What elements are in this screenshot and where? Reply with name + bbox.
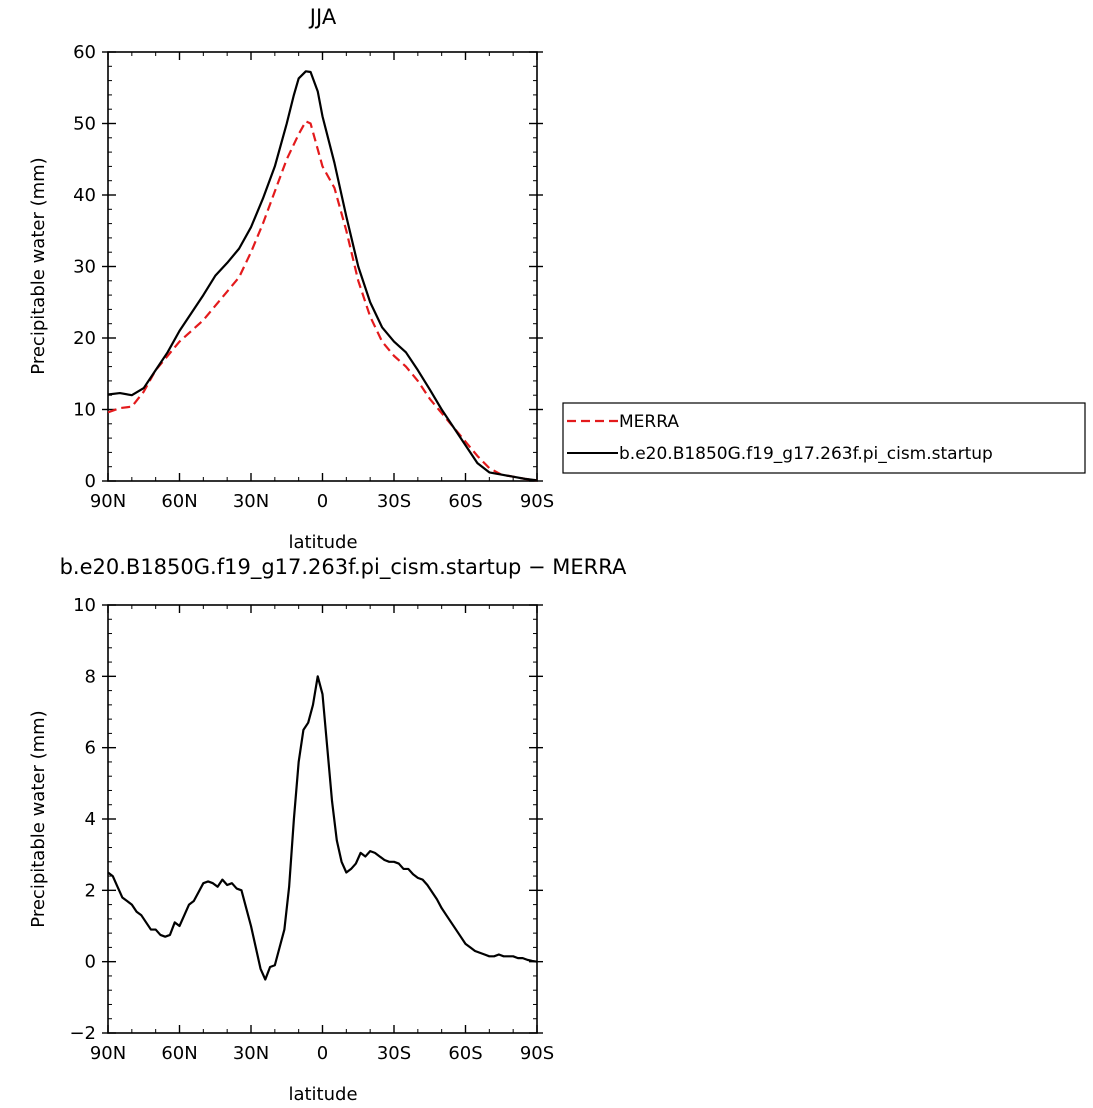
y-tick-label: 40	[73, 185, 96, 206]
bottom-panel: b.e20.B1850G.f19_g17.263f.pi_cism.startu…	[28, 555, 627, 1105]
y-tick-label: 60	[73, 42, 96, 63]
y-tick-label: 0	[85, 471, 96, 492]
x-tick-label: 30S	[377, 1043, 411, 1064]
y-tick-label: 10	[73, 595, 96, 616]
top-x-axis-label: latitude	[288, 532, 357, 553]
x-tick-label: 0	[317, 1043, 328, 1064]
x-tick-label: 90S	[520, 1043, 554, 1064]
y-tick-label: 20	[73, 328, 96, 349]
top-series	[107, 70, 538, 482]
x-tick-label: 60S	[448, 491, 482, 512]
bottom-chart-title: b.e20.B1850G.f19_g17.263f.pi_cism.startu…	[60, 555, 627, 580]
x-tick-label: 90N	[90, 1043, 126, 1064]
y-tick-label: 0	[85, 952, 96, 973]
x-tick-label: 30N	[233, 491, 269, 512]
x-tick-label: 90N	[90, 491, 126, 512]
y-tick-label: 6	[85, 738, 96, 759]
y-tick-label: 4	[85, 809, 96, 830]
x-tick-label: 60N	[161, 491, 197, 512]
bottom-x-axis-label: latitude	[288, 1084, 357, 1105]
bottom-axes: 90N 60N 30N 0 30S 60S 90S −2 0 2 4 6 8 10	[69, 595, 554, 1064]
bottom-y-axis-label: Precipitable water (mm)	[28, 710, 49, 927]
x-tick-label: 60N	[161, 1043, 197, 1064]
top-axes: 90N 60N 30N 0 30S 60S 90S 0 10 20 30 40 50 60	[73, 42, 554, 512]
x-tick-label: 90S	[520, 491, 554, 512]
x-tick-label: 0	[317, 491, 328, 512]
legend-label-merra: MERRA	[619, 412, 679, 432]
y-tick-label: 8	[85, 666, 96, 687]
series-line-1	[107, 70, 538, 482]
bottom-plot-frame	[107, 604, 538, 1034]
top-chart-title: JJA	[308, 5, 337, 29]
x-tick-label: 60S	[448, 1043, 482, 1064]
y-tick-label: 2	[85, 880, 96, 901]
bottom-series	[107, 675, 538, 981]
legend: MERRA b.e20.B1850G.f19_g17.263f.pi_cism.…	[562, 402, 1086, 474]
y-tick-label: 50	[73, 114, 96, 135]
top-y-axis-label: Precipitable water (mm)	[28, 157, 49, 374]
legend-label-model: b.e20.B1850G.f19_g17.263f.pi_cism.startu…	[619, 444, 993, 464]
x-tick-label: 30S	[377, 491, 411, 512]
series-line-0	[107, 675, 538, 981]
legend-box	[562, 402, 1086, 474]
top-panel: JJA 90N 60N 30N 0 30S 60S 90S 0 10 20 30 40 50 60 lat…	[28, 5, 554, 553]
series-line-0	[107, 120, 538, 482]
y-tick-label: −2	[69, 1023, 96, 1044]
x-tick-label: 30N	[233, 1043, 269, 1064]
y-tick-label: 30	[73, 257, 96, 278]
y-tick-label: 10	[73, 400, 96, 421]
